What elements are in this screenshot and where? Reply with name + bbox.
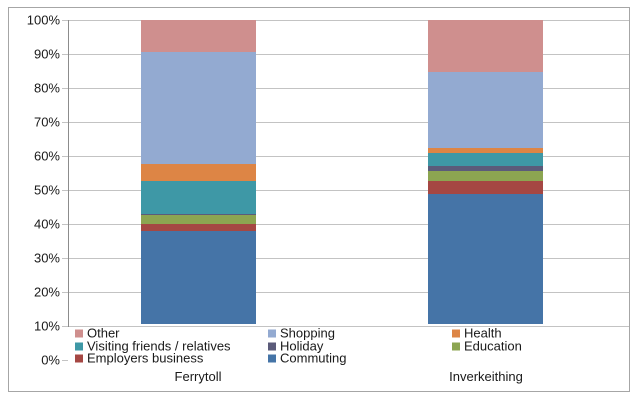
gridline bbox=[62, 20, 629, 21]
legend-item-health: Health bbox=[452, 327, 502, 340]
legend-item-other: Other bbox=[75, 327, 120, 340]
legend-label: Commuting bbox=[280, 350, 347, 366]
bar-segment-other bbox=[428, 20, 543, 73]
y-axis-tick-label: 10% bbox=[33, 318, 60, 334]
bar-segment-education bbox=[141, 214, 256, 224]
y-axis-tick-label: 30% bbox=[33, 250, 60, 266]
bar-segment-holiday bbox=[141, 213, 256, 215]
y-axis-tick-label: 0% bbox=[41, 352, 60, 368]
bar-segment-commuting bbox=[141, 230, 256, 324]
legend-swatch bbox=[75, 354, 83, 362]
y-axis-tick bbox=[62, 360, 68, 361]
gridline bbox=[62, 156, 629, 157]
legend-label: Employers business bbox=[87, 350, 204, 366]
legend-swatch bbox=[75, 329, 83, 337]
bar-segment-employers-business bbox=[141, 224, 256, 231]
y-axis-tick-label: 50% bbox=[33, 182, 60, 198]
y-axis-tick-label: 40% bbox=[33, 216, 60, 232]
bar-segment-employers-business bbox=[428, 181, 543, 195]
bar-segment-shopping bbox=[428, 72, 543, 148]
y-axis-tick-label: 60% bbox=[33, 148, 60, 164]
legend-swatch bbox=[268, 342, 276, 350]
category-label-inverkeithing: Inverkeithing bbox=[449, 369, 523, 384]
legend-label: Shopping bbox=[280, 325, 335, 341]
legend-label: Holiday bbox=[280, 338, 324, 354]
y-axis-tick-label: 80% bbox=[33, 80, 60, 96]
bar-segment-commuting bbox=[428, 194, 543, 324]
legend-swatch bbox=[268, 329, 276, 337]
bar-segment-shopping bbox=[141, 51, 256, 165]
bar-segment-visiting-friends-relatives bbox=[428, 152, 543, 166]
bar-segment-health bbox=[428, 147, 543, 153]
bar-segment-education bbox=[428, 170, 543, 182]
bar-segment-health bbox=[141, 164, 256, 182]
legend-label: Other bbox=[87, 325, 120, 341]
gridline bbox=[62, 88, 629, 89]
gridline bbox=[62, 122, 629, 123]
y-axis-tick-label: 20% bbox=[33, 284, 60, 300]
legend-label: Health bbox=[464, 325, 502, 341]
legend-item-shopping: Shopping bbox=[268, 327, 335, 340]
bar-ferrytoll bbox=[141, 20, 256, 324]
gridline bbox=[62, 190, 629, 191]
legend-item-holiday: Holiday bbox=[268, 340, 323, 353]
bar-inverkeithing bbox=[428, 20, 543, 324]
gridline bbox=[62, 224, 629, 225]
bar-segment-visiting-friends-relatives bbox=[141, 181, 256, 214]
gridline bbox=[62, 54, 629, 55]
legend-item-education: Education bbox=[452, 340, 522, 353]
gridline bbox=[62, 258, 629, 259]
y-axis-tick-label: 100% bbox=[26, 12, 60, 28]
legend-swatch bbox=[268, 354, 276, 362]
legend-item-employers-business: Employers business bbox=[75, 352, 203, 365]
legend-swatch bbox=[75, 342, 83, 350]
gridline bbox=[62, 292, 629, 293]
legend-label: Education bbox=[464, 338, 522, 354]
legend-label: Visiting friends / relatives bbox=[87, 338, 231, 354]
y-axis-tick-label: 70% bbox=[33, 114, 60, 130]
y-axis-tick-label: 90% bbox=[33, 46, 60, 62]
legend-swatch bbox=[452, 329, 460, 337]
bar-segment-holiday bbox=[428, 165, 543, 171]
y-axis-line bbox=[68, 20, 69, 327]
bar-segment-other bbox=[141, 20, 256, 52]
legend-swatch bbox=[452, 342, 460, 350]
legend-item-commuting: Commuting bbox=[268, 352, 346, 365]
category-label-ferrytoll: Ferrytoll bbox=[174, 369, 222, 384]
gridline bbox=[62, 326, 629, 327]
legend-item-visiting-friends-relatives: Visiting friends / relatives bbox=[75, 340, 231, 353]
